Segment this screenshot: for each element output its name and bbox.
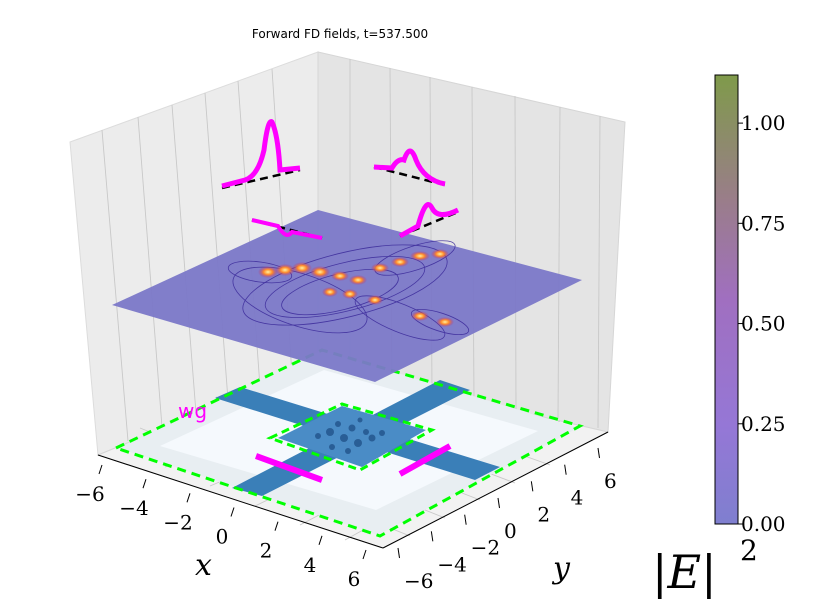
simulation-boundary [111,348,584,538]
y-tick-label: 4 [571,486,584,510]
colorbar-tick-label: 0.25 [741,412,786,436]
x-tick-label-mark [274,521,279,531]
partial-label: wg [178,399,207,423]
y-tick-label-mark [530,481,534,492]
colorbar-ticks: 0.00 0.25 0.50 0.75 1.00 [738,111,786,536]
y-tick-label: 2 [537,502,550,526]
x-tick-label: 4 [304,553,317,577]
colorbar-label: |E| [652,545,717,599]
x-tick-label: −2 [163,510,192,534]
mode-profile-1 [221,119,301,189]
y-axis-label: y [551,551,571,586]
y-tick-label-mark [397,547,400,559]
colorbar-tick-label: 1.00 [741,111,786,135]
colorbar-tick-label: 0.50 [741,312,786,336]
x-tick-label: 6 [348,567,361,591]
y-tick-label: −4 [437,552,466,576]
x-tick-label-mark [230,507,235,517]
design-region [278,406,426,467]
mode-profile-2 [251,218,323,240]
x-tick-label-mark [318,535,323,545]
x-tick-label-mark [98,464,103,475]
field-plane [112,210,582,382]
x-tick-label-mark [142,479,147,489]
y-axis-line [382,431,609,549]
source-line-right [398,443,452,477]
y-tick-label-mark [464,514,467,525]
source-line-left [254,453,324,483]
chart-title: Forward FD fields, t=537.500 [252,27,428,41]
x-tick-label: 2 [260,539,273,563]
x-axis-label: x [195,548,212,583]
colorbar-tick-label: 0.75 [741,211,786,235]
x-tick-label-mark [186,493,191,503]
x-tick-labels: −6 −4 −2 0 2 4 6 [75,464,367,591]
y-tick-label: 6 [604,469,617,493]
colorbar-tick-label: 0.00 [741,512,786,536]
colorbar-label-power: 2 [740,534,758,567]
x-tick-label: −4 [119,496,148,520]
x-tick-label: 0 [216,525,229,549]
colorbar: 0.00 0.25 0.50 0.75 1.00 |E| 2 [652,74,786,599]
design-region-pattern [315,417,385,454]
y-tick-label: 0 [504,519,517,543]
x-tick-label-mark [362,549,367,560]
x-tick-label: −6 [75,482,104,506]
field-hotspots [258,249,454,327]
y-tick-label-mark [564,464,567,475]
floor-structure: wg [111,348,584,538]
y-tick-label-mark [597,447,600,459]
y-tick-label: −6 [404,569,433,593]
y-tick-label-mark [430,531,434,542]
mode-profile-4 [398,202,460,239]
colorbar-gradient [714,74,739,525]
design-region-boundary [266,402,436,472]
x-axis: −6 −4 −2 0 2 4 6 x [75,454,384,591]
y-tick-label-mark [497,497,500,509]
mode-profile-3 [373,148,446,187]
x-axis-line [97,454,384,549]
y-tick-label: −2 [471,536,500,560]
mode-profiles [221,119,460,240]
